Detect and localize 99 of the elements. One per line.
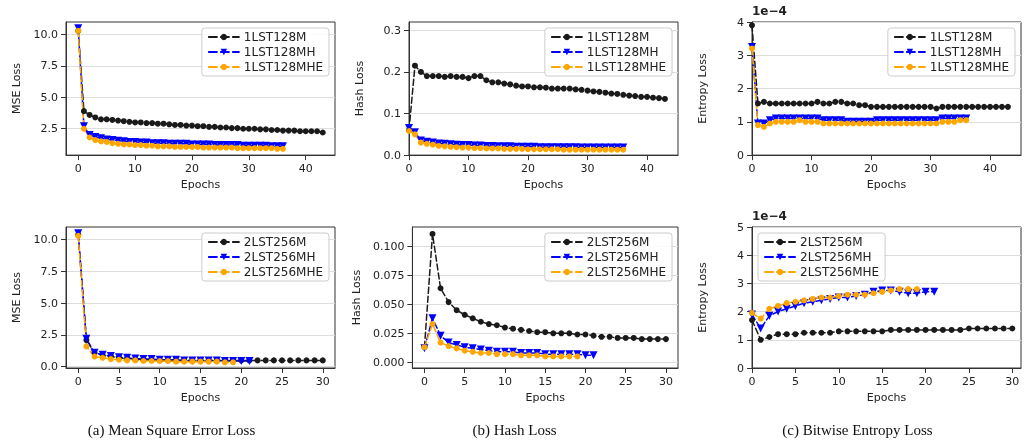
x-tick-label: 15 [538,375,553,388]
legend-label: 1LST128MH [243,45,316,59]
y-tick-label: 2 [737,305,744,319]
x-tick-label: 20 [234,375,249,388]
x-tick-label: 40 [983,162,998,176]
x-tick-label: 10 [497,375,512,388]
text: (c) Bitwise Entropy Loss [782,421,933,439]
x-tick-label: 30 [241,162,256,176]
x-tick-label: 10 [128,162,143,176]
y-axis-title: Entropy Loss [696,53,709,124]
y-tick-label: 5.0 [40,296,58,310]
y-tick-label: 3 [737,48,744,62]
y-tick-label: 0.0 [383,148,401,162]
y-tick-label: 1 [737,333,744,347]
x-tick-label: 40 [640,162,655,176]
x-tick-label: 10 [831,375,846,388]
y-tick-label: 0.025 [372,326,405,340]
y-tick-label: 0.1 [383,107,401,121]
x-tick-label: 30 [1005,375,1020,388]
legend-label: 1LST128MHE [586,60,667,74]
y-tick-label: 3 [737,276,744,290]
y-tick-label: 10.0 [33,233,58,247]
x-axis-title: Epochs [180,390,221,404]
x-tick-label: 20 [578,375,593,388]
legend-label: 2LST256M [800,235,863,249]
y-tick-label: 10.0 [33,28,58,42]
legend-label: 2LST256MHE [243,265,324,279]
legend-label: 1LST128M [586,30,650,44]
text: 1e−4 [752,209,787,223]
y-tick-label: 2.5 [40,328,58,342]
x-tick-label: 0 [748,162,756,176]
x-axis-title: Epochs [525,390,566,404]
text: (a) Mean Square Error Loss [87,421,256,439]
y-tick-label: 0.075 [372,269,405,283]
x-tick-label: 5 [791,375,799,388]
legend-label: 2LST256M [586,235,650,249]
x-tick-label: 0 [74,162,82,176]
legend-label: 2LST256M [243,235,307,249]
y-tick-label: 2.5 [40,122,58,136]
legend-label: 1LST128MHE [929,60,1010,74]
text: (b) Hash Loss [472,421,557,439]
x-tick-label: 0 [74,375,82,388]
y-tick-label: 0 [737,361,744,375]
legend-label: 2LST256MHE [586,265,667,279]
x-tick-label: 25 [275,375,290,388]
y-tick-label: 5 [737,220,744,234]
y-tick-label: 0.3 [383,23,401,37]
y-tick-label: 7.5 [40,59,58,73]
legend-label: 2LST256MHE [800,265,880,279]
legend-label: 1LST128MH [586,45,659,59]
x-tick-label: 30 [658,375,673,388]
legend-label: 1LST128M [243,30,307,44]
y-axis-title: Hash Loss [350,269,363,326]
x-tick-label: 15 [193,375,208,388]
y-tick-label: 0.000 [372,355,405,369]
legend-label: 2LST256MH [586,250,659,264]
y-axis-title: MSE Loss [10,271,23,324]
x-tick-label: 40 [298,162,313,176]
y-tick-label: 2 [737,82,744,96]
legend-label: 2LST256MH [243,250,316,264]
y-axis-title: Hash Loss [353,60,366,117]
y-tick-label: 5.0 [40,90,58,104]
y-axis-title: Entropy Loss [696,262,709,333]
x-axis-title: Epochs [523,178,564,191]
x-axis-title: Epochs [180,178,221,191]
x-tick-label: 25 [618,375,633,388]
y-tick-label: 4 [737,248,744,262]
x-tick-label: 20 [864,162,879,176]
y-tick-label: 0 [737,148,744,162]
x-tick-label: 20 [521,162,536,176]
x-tick-label: 0 [748,375,756,388]
x-tick-label: 25 [961,375,976,388]
legend-label: 2LST256MH [800,250,872,264]
y-tick-label: 0.2 [383,65,401,79]
x-tick-label: 10 [152,375,167,388]
x-tick-label: 10 [461,162,476,176]
x-tick-label: 30 [923,162,938,176]
y-axis-title: MSE Loss [10,62,23,115]
x-tick-label: 30 [315,375,330,388]
x-axis-title: Epochs [866,390,907,404]
legend-label: 1LST128M [929,30,993,44]
y-tick-label: 7.5 [40,264,58,278]
x-axis-title: Epochs [866,178,907,191]
y-tick-label: 0.050 [372,297,405,311]
x-tick-label: 30 [580,162,595,176]
x-tick-label: 5 [115,375,123,388]
x-tick-label: 15 [875,375,890,388]
x-tick-label: 10 [804,162,819,176]
y-tick-label: 1 [737,115,744,129]
legend-label: 1LST128MH [929,45,1002,59]
text: 1e−4 [752,4,787,18]
y-tick-label: 4 [737,15,744,29]
x-tick-label: 5 [461,375,469,388]
legend-label: 1LST128MHE [243,60,324,74]
y-tick-label: 0.100 [372,240,405,254]
x-tick-label: 20 [184,162,199,176]
x-tick-label: 20 [918,375,933,388]
y-tick-label: 0.0 [40,360,58,374]
x-tick-label: 0 [420,375,428,388]
